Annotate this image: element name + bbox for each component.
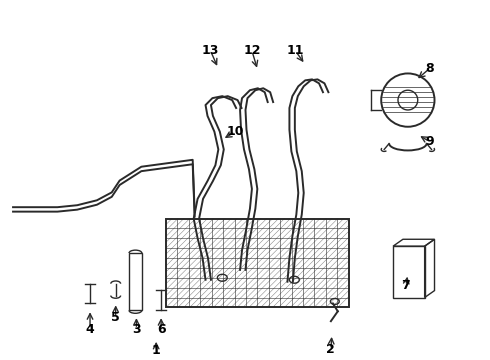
Text: 13: 13 <box>202 44 219 57</box>
Text: 12: 12 <box>243 44 261 57</box>
Bar <box>393 246 425 297</box>
Text: 11: 11 <box>287 44 304 57</box>
Text: 7: 7 <box>401 279 410 292</box>
Bar <box>166 219 349 307</box>
Bar <box>129 253 142 310</box>
Text: 8: 8 <box>425 62 434 75</box>
Text: 9: 9 <box>425 135 434 148</box>
Text: 4: 4 <box>86 323 95 336</box>
Text: 2: 2 <box>326 343 335 356</box>
Text: 5: 5 <box>111 311 120 324</box>
Text: 6: 6 <box>157 323 166 336</box>
Text: 10: 10 <box>226 125 244 138</box>
Text: 1: 1 <box>152 344 161 357</box>
Text: 3: 3 <box>132 323 141 336</box>
